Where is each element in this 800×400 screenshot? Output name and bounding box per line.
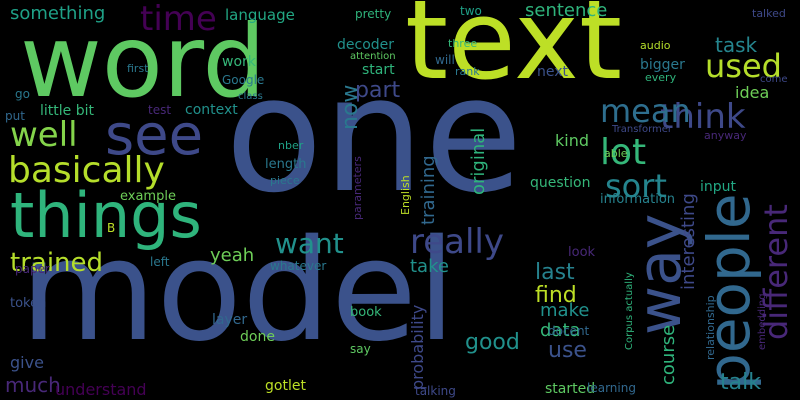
word-piece: piece — [270, 174, 300, 187]
word-give: give — [10, 353, 44, 372]
word-rank: rank — [455, 65, 480, 78]
word-think: think — [660, 97, 746, 137]
word-parameters: parameters — [351, 156, 364, 220]
word-able: able — [604, 147, 628, 160]
word-make: make — [540, 300, 590, 321]
word-sentence: sentence — [525, 0, 608, 21]
word-transformer: Transformer — [612, 124, 673, 135]
word-text: text — [405, 0, 623, 104]
word-trained: trained — [10, 248, 104, 278]
word-token: token — [10, 296, 47, 311]
word-example: example — [120, 189, 176, 204]
word-come: come — [760, 74, 788, 85]
word-relationship: relationship — [704, 295, 717, 360]
word-decoder: decoder — [337, 37, 395, 53]
word-sort: sort — [605, 167, 667, 205]
word-little-bit: little bit — [40, 103, 94, 119]
word-class: class — [238, 91, 263, 102]
word-idea: idea — [735, 83, 770, 102]
word-work: work — [222, 54, 256, 70]
word-want: want — [275, 227, 344, 260]
word-used: used — [705, 47, 782, 85]
word-started: started — [545, 381, 596, 397]
word-talking: talking — [415, 384, 456, 398]
word-course: course — [658, 324, 679, 385]
word-book: book — [350, 305, 382, 320]
word-kind: kind — [555, 131, 590, 150]
word-well: well — [10, 115, 78, 155]
word-use: use — [548, 338, 587, 363]
word-part: part — [355, 78, 401, 103]
word-every: every — [645, 71, 677, 84]
word-will: will — [435, 53, 455, 67]
word-input: input — [700, 179, 737, 195]
word-learning: learning — [587, 381, 636, 395]
word-b: B — [107, 221, 116, 235]
word-yeah: yeah — [210, 245, 255, 266]
word-audio: audio — [640, 39, 671, 52]
word-basically: basically — [8, 150, 165, 191]
word-something: something — [10, 3, 106, 24]
word-put: put — [5, 109, 25, 123]
word-start: start — [362, 62, 395, 78]
word-length: length — [265, 157, 307, 172]
word-corpus-actually: Corpus actually — [624, 272, 635, 350]
word-see: see — [105, 103, 204, 168]
word-probability: probability — [408, 304, 427, 390]
word-context: context — [185, 102, 238, 118]
word-take: take — [410, 256, 449, 277]
word-language: language — [225, 6, 295, 24]
word-talk: talk — [720, 370, 761, 395]
word-next: next — [537, 64, 569, 80]
word-embedding: embedding — [757, 293, 768, 350]
word-task: task — [715, 33, 758, 57]
word-good: good — [465, 330, 520, 355]
word-things: things — [10, 179, 202, 252]
word-english: English — [399, 175, 412, 215]
word-anyway: anyway — [704, 129, 747, 142]
word-information: information — [600, 192, 676, 207]
word-model: model — [20, 210, 456, 373]
word-people: people — [695, 193, 763, 390]
word-test: test — [148, 103, 172, 117]
word-attention: attention — [350, 51, 396, 62]
word-one: one — [225, 41, 523, 228]
word-really: really — [410, 222, 504, 262]
word-mean: mean — [600, 92, 691, 130]
word-first: first — [127, 62, 149, 75]
word-two: two — [460, 4, 482, 18]
word-time: time — [140, 0, 217, 39]
word-original: original — [468, 127, 489, 195]
word-pretty: pretty — [355, 7, 392, 21]
word-google: Google — [222, 73, 265, 87]
word-find: find — [535, 283, 577, 308]
word-understand: understand — [55, 380, 147, 399]
word-much: much — [5, 373, 61, 397]
word-lot: lot — [600, 132, 647, 173]
word-go: go — [15, 87, 30, 101]
word-last: last — [535, 260, 575, 285]
word-nber: nber — [278, 139, 304, 152]
word-say: say — [350, 342, 371, 356]
word-three: three — [448, 37, 478, 50]
word-look: look — [568, 245, 596, 260]
word-left: left — [150, 255, 170, 269]
word-data: data — [540, 320, 581, 341]
word-talked: talked — [752, 7, 786, 20]
word-layer: layer — [212, 312, 248, 328]
word-done: done — [240, 329, 275, 345]
word-gotlet: gotlet — [265, 378, 306, 394]
word-training: training — [418, 155, 439, 225]
word-bigger: bigger — [640, 57, 685, 73]
word-paper: paper — [15, 262, 50, 276]
word-question: question — [530, 175, 591, 191]
word-word: word — [20, 3, 266, 120]
word-docent: docent — [548, 324, 590, 338]
word-interesting: interesting — [678, 193, 699, 290]
word-whatever: whatever — [270, 259, 327, 273]
